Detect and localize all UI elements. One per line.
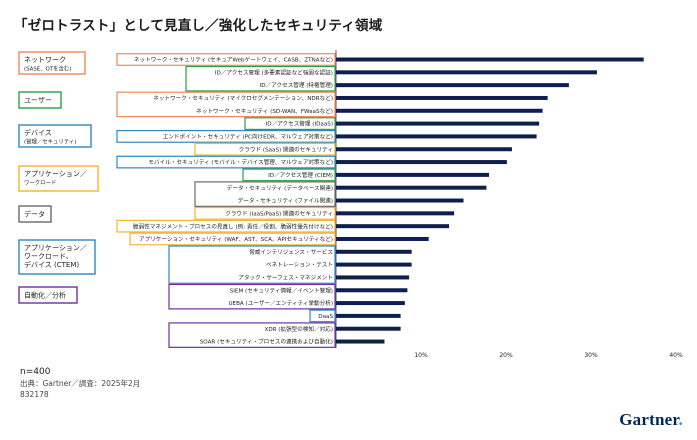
category-label: ID／アクセス管理 (IDaaS) [266, 120, 333, 128]
bar-12 [336, 198, 464, 203]
category-label: データ・セキュリティ (データベース関連) [227, 184, 333, 192]
group-box-user [18, 91, 62, 109]
bar-20 [336, 301, 405, 306]
category-label: アプリケーション・セキュリティ (WAF、AST、SCA、APIセキュリティなど… [139, 235, 333, 243]
category-label: データ・セキュリティ (ファイル関連) [238, 197, 333, 205]
item-bracket-device [116, 130, 336, 143]
category-label: モバイル・セキュリティ (モバイル・デバイス管理、マルウェア対策など) [148, 158, 333, 166]
bar-5 [336, 108, 543, 113]
group-label-acd: ワークロード、 [24, 253, 73, 261]
figure-id: 832178 [20, 390, 49, 399]
bar-17 [336, 262, 412, 267]
category-label: ネットワーク・セキュリティ (マイクロセグメンテーション、NDRなど) [153, 94, 333, 102]
group-label-network: (SASE、OTを含む) [24, 65, 71, 73]
item-bracket-auto [168, 283, 336, 310]
category-label: SIEM (セキュリティ情報／イベント管理) [230, 286, 333, 294]
bar-3 [336, 83, 569, 88]
category-label: 脅威インテリジェンス・サービス [249, 248, 333, 256]
x-tick-label: 20% [499, 352, 513, 359]
category-label: ID／アクセス管理 (CIEM) [268, 171, 333, 179]
group-box-acd [18, 239, 96, 275]
category-label: クラウド (IaaS/PaaS) 関連のセキュリティ [225, 209, 333, 217]
group-box-app [18, 165, 99, 192]
bar-14 [336, 224, 450, 229]
item-bracket-device [116, 155, 336, 169]
category-label: ネットワーク・セキュリティ (SD-WAN、FWaaSなど) [196, 107, 333, 115]
x-tick-label: 40% [669, 352, 683, 359]
group-box-auto [18, 286, 78, 304]
item-bracket-app [116, 219, 336, 233]
group-label-acd: デバイス (CTEM) [24, 260, 79, 269]
x-tick-label: 30% [584, 352, 598, 359]
x-tick-label: 10% [414, 352, 428, 359]
group-label-network: ネットワーク [24, 56, 66, 64]
bar-21 [336, 313, 401, 318]
item-bracket-network [116, 91, 336, 118]
bar-9 [336, 160, 507, 165]
bar-13 [336, 211, 455, 216]
group-box-data [18, 205, 52, 223]
bar-15 [336, 236, 429, 241]
item-bracket-device [309, 309, 336, 323]
item-bracket-user [244, 117, 336, 131]
sample-size: n=400 [20, 367, 51, 377]
category-label: DaaS [318, 314, 333, 320]
item-bracket-app [129, 232, 336, 246]
group-label-acd: アプリケーション／ [24, 244, 87, 252]
category-label: ID／アクセス管理 (多要素認証など強固な認証) [215, 68, 333, 76]
category-label: SOAR (セキュリティ・プロセスの連携および自動化) [200, 338, 333, 346]
bar-23 [336, 339, 385, 344]
item-bracket-acd [168, 245, 336, 284]
item-bracket-user [185, 65, 336, 92]
item-bracket-user [242, 168, 336, 182]
category-label: XDR (拡張型の検知／対応) [264, 325, 333, 333]
group-label-data: データ [24, 210, 45, 219]
bar-16 [336, 249, 412, 254]
chart-title: 「ゼロトラスト」として見直し／強化したセキュリティ領域 [14, 18, 383, 34]
bar-6 [336, 121, 540, 126]
group-label-device: デバイス [24, 128, 52, 137]
category-label: アタック・サーフェス・マネジメント [238, 274, 333, 282]
bar-4 [336, 95, 548, 100]
bar-19 [336, 288, 408, 293]
bar-7 [336, 134, 537, 139]
bar-18 [336, 275, 410, 280]
bar-1 [336, 57, 644, 62]
source-note: 出典：Gartner／調査：2025年2月 [20, 379, 141, 388]
item-bracket-app [194, 206, 336, 220]
group-label-user: ユーザー [24, 97, 52, 105]
bar-11 [336, 185, 487, 190]
item-bracket-auto [168, 322, 336, 348]
gartner-logo: Gartner. [619, 410, 683, 429]
item-bracket-network [116, 53, 336, 66]
group-label-app: ワークロード [24, 180, 56, 187]
category-label: 脆弱性マネジメント・プロセスの見直し (例: 責任／役割、脆弱性優先付けなど) [133, 222, 333, 230]
category-label: クラウド (SaaS) 関連のセキュリティ [239, 145, 333, 153]
category-label: ID／アクセス管理 (特権管理) [260, 81, 333, 89]
bar-22 [336, 326, 401, 331]
category-label: UEBA (ユーザー／エンティティ挙動分析) [228, 299, 333, 307]
item-bracket-data [194, 181, 336, 207]
category-label: エンドポイント・セキュリティ (PC向けEDR、マルウェア対策など) [163, 133, 333, 141]
group-box-device [18, 124, 92, 148]
group-label-auto: 自動化／分析 [24, 291, 66, 300]
bar-2 [336, 70, 597, 75]
item-bracket-app [194, 142, 336, 156]
group-label-device: (管理／セキュリティ) [24, 138, 76, 146]
bar-10 [336, 172, 489, 177]
bar-8 [336, 147, 512, 152]
category-label: ネットワーク・セキュリティ (セキュアWebゲートウェイ、CASB、ZTNAなど… [134, 56, 333, 64]
category-label: ペネトレーション・テスト [266, 262, 333, 269]
group-box-network [18, 51, 86, 75]
group-label-app: アプリケーション／ [24, 170, 87, 178]
